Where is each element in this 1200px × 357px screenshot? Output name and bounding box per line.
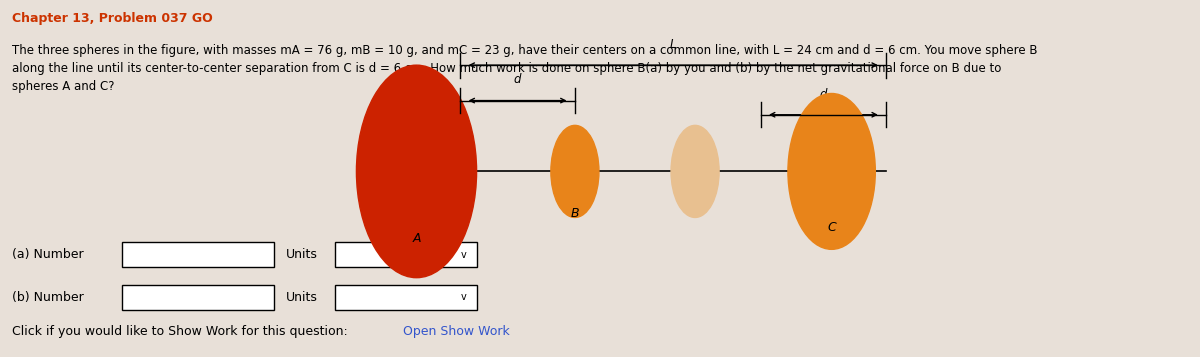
Ellipse shape [551,125,599,217]
FancyBboxPatch shape [335,285,476,310]
Text: C: C [827,221,836,234]
Text: A: A [413,232,421,245]
Text: d: d [514,74,521,86]
FancyBboxPatch shape [335,242,476,267]
Ellipse shape [788,94,875,249]
Text: (b) Number: (b) Number [12,291,84,304]
Text: L: L [670,38,677,51]
Text: Chapter 13, Problem 037 GO: Chapter 13, Problem 037 GO [12,12,214,25]
Text: Click if you would like to Show Work for this question:: Click if you would like to Show Work for… [12,325,348,338]
Text: d: d [820,87,827,101]
FancyBboxPatch shape [121,242,275,267]
FancyBboxPatch shape [121,285,275,310]
Ellipse shape [671,125,719,217]
Text: The three spheres in the figure, with masses mA = 76 g, mB = 10 g, and mC = 23 g: The three spheres in the figure, with ma… [12,44,1038,93]
Text: Units: Units [286,248,317,261]
Text: (a) Number: (a) Number [12,248,84,261]
Text: Open Show Work: Open Show Work [403,325,510,338]
Ellipse shape [356,65,476,278]
Text: Units: Units [286,291,317,304]
Text: v: v [461,250,467,260]
Text: B: B [570,207,580,220]
Text: v: v [461,292,467,302]
